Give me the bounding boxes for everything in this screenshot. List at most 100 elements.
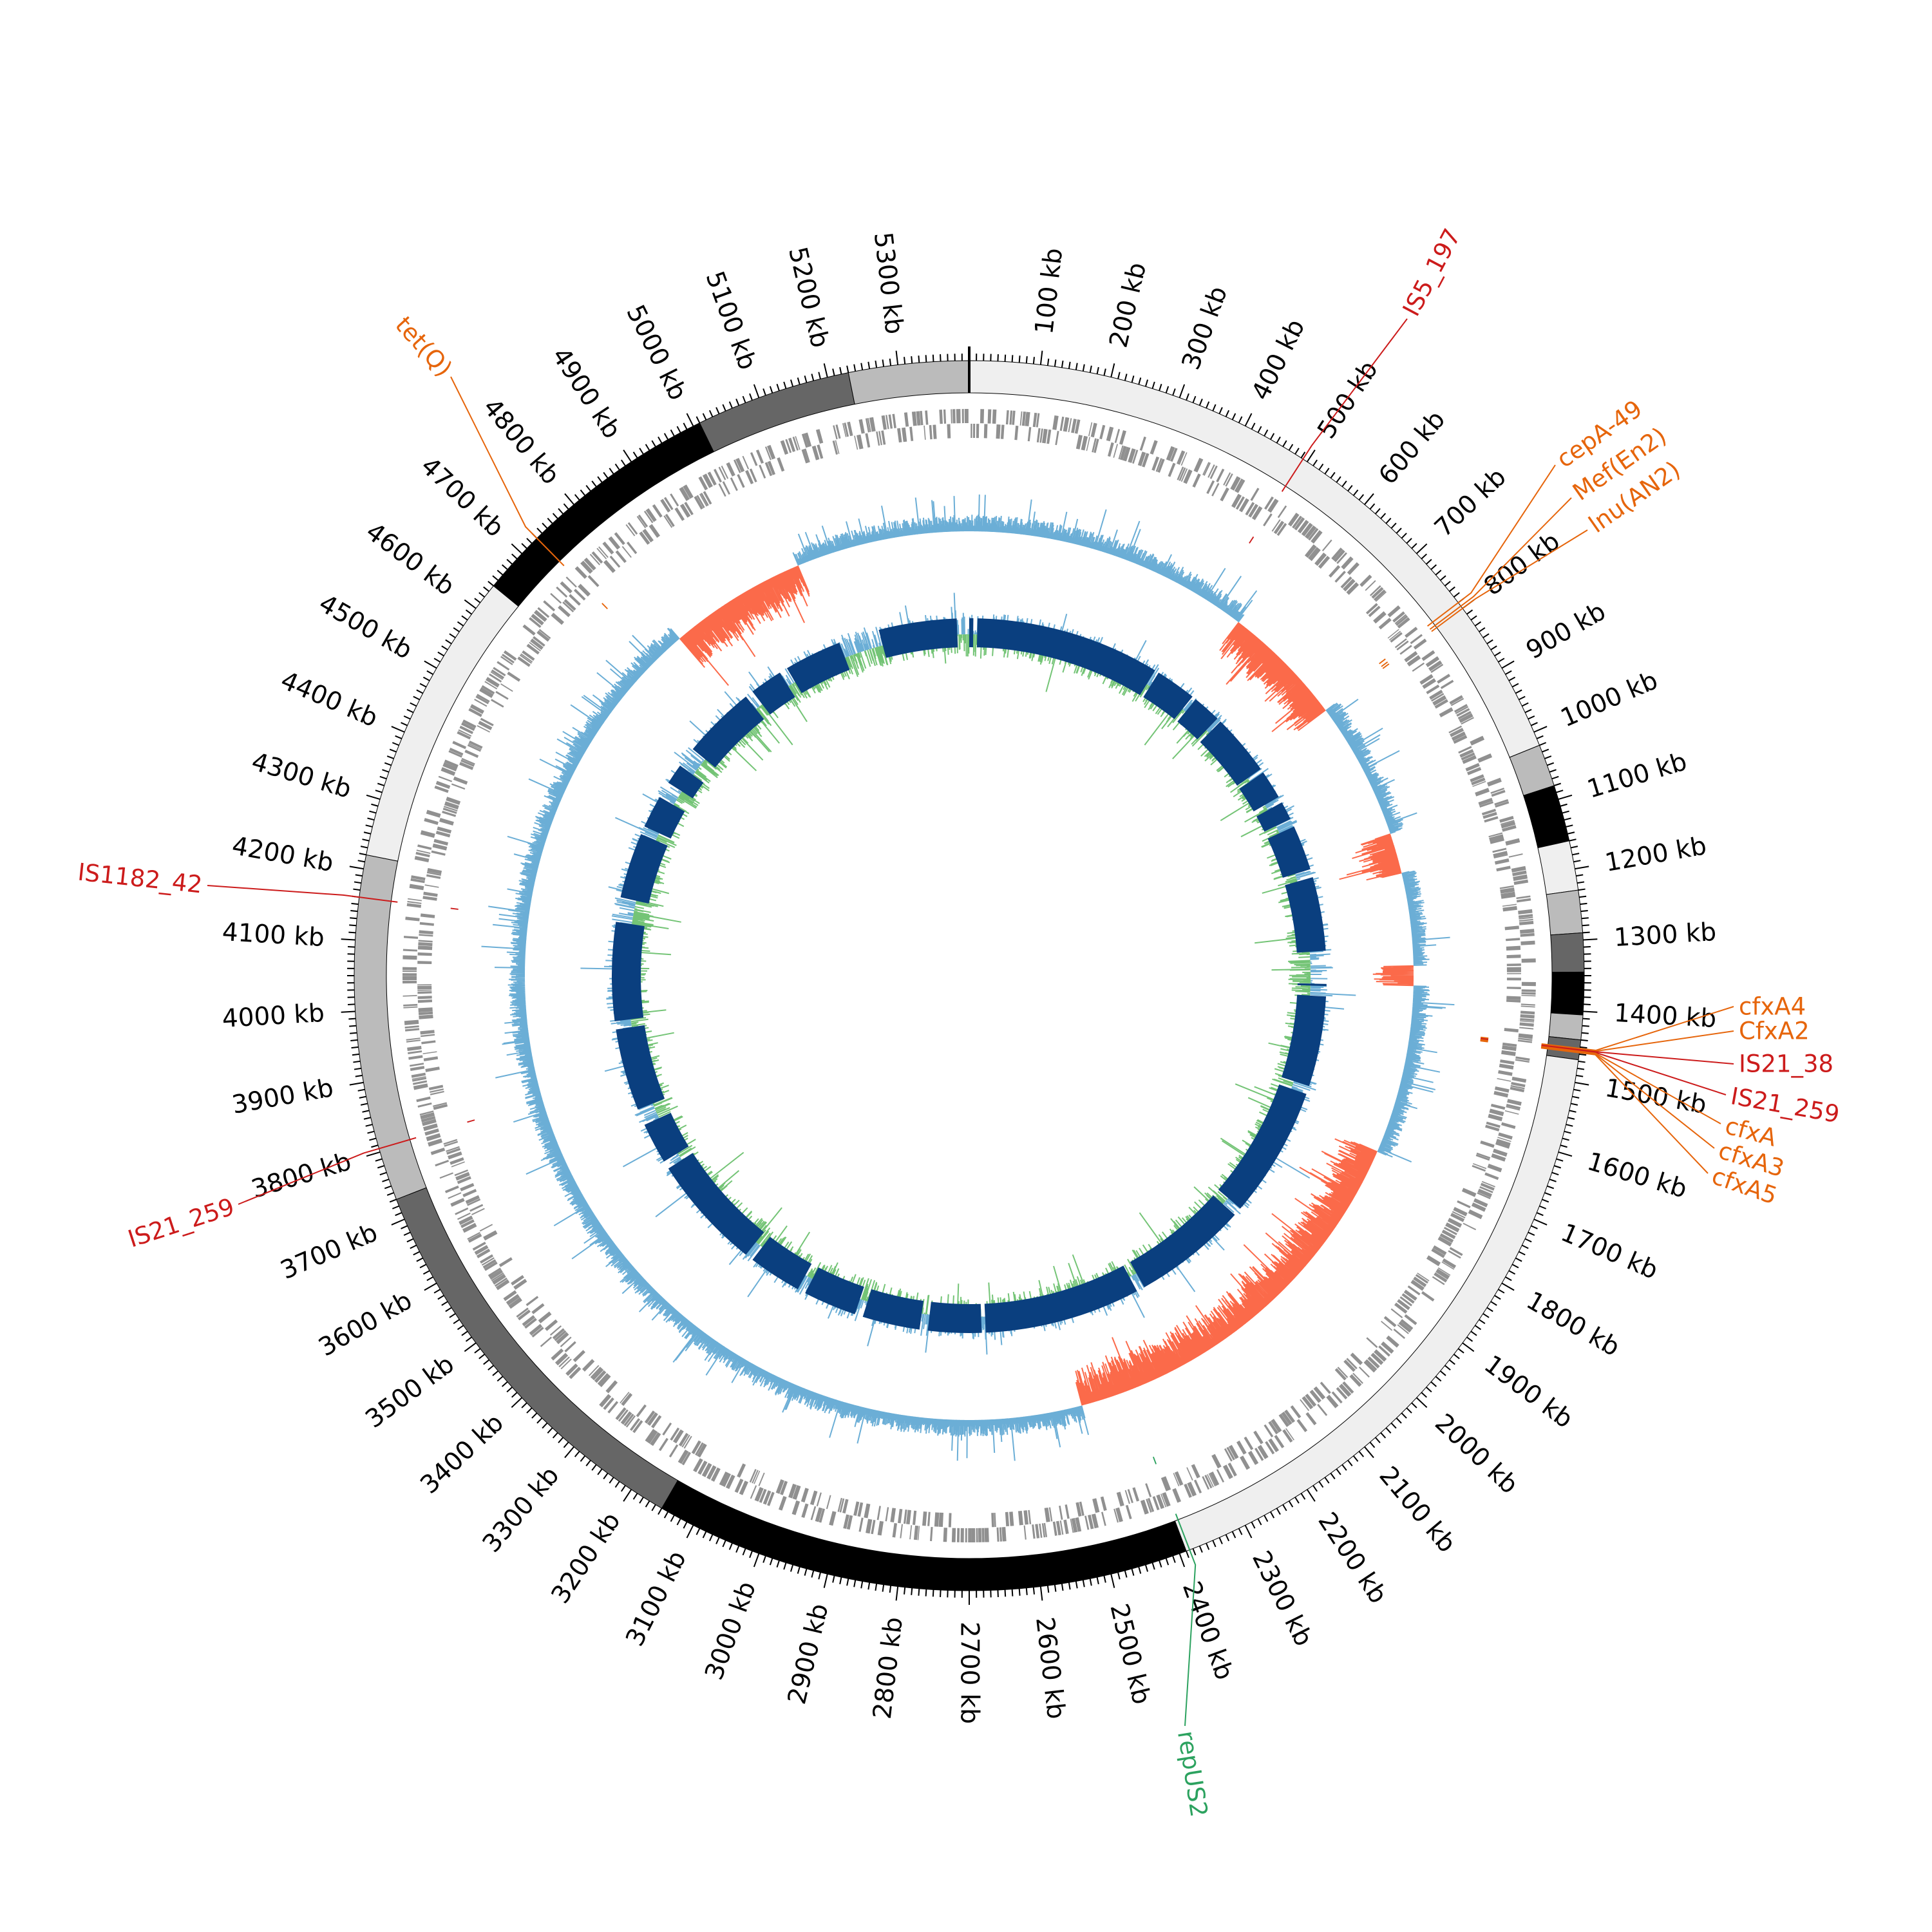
tick-label: 600 kb	[1373, 405, 1451, 490]
blast-hit-segment	[805, 1267, 864, 1314]
annotation-leader-line	[1541, 1045, 1727, 1095]
tick-label: 5300 kb	[868, 231, 909, 336]
annotation-label-resistance-gene: CfxA2	[1739, 1018, 1810, 1045]
annotation-mark	[467, 1119, 475, 1123]
contig-segment-5	[1546, 889, 1584, 936]
tick-label: 4500 kb	[314, 589, 417, 665]
contig-segment-4	[1537, 840, 1579, 895]
tick-label: 2700 kb	[955, 1622, 984, 1724]
annotation-leader-line	[1541, 1045, 1734, 1065]
blast-hit-segment	[862, 1289, 924, 1330]
blast-hit-segment	[1282, 994, 1327, 1086]
tick-label: 2400 kb	[1177, 1578, 1239, 1684]
annotation-label-resistance-gene: cfxA4	[1739, 993, 1806, 1021]
tick-label: 4300 kb	[248, 747, 354, 804]
blast-hit-segment	[752, 672, 795, 715]
annotation-label-replicon: repUS2	[1172, 1729, 1213, 1819]
annotation-label-mobile-element: IS21_38	[1739, 1050, 1833, 1078]
tick-label: 4100 kb	[222, 918, 325, 952]
tick-label: 4000 kb	[222, 999, 325, 1034]
tick-label: 4800 kb	[477, 393, 565, 490]
tick-label: 2300 kb	[1246, 1546, 1318, 1651]
tick-label: 1500 kb	[1603, 1074, 1709, 1120]
annotation-leader-line	[1540, 1046, 1715, 1149]
annotation-leader-line	[450, 376, 565, 567]
blast-hit-segment	[752, 1236, 812, 1289]
blast-hit-segment	[616, 1025, 665, 1110]
annotation-mark	[1480, 1040, 1488, 1043]
tick-label: 800 kb	[1479, 527, 1566, 601]
gc-skew-negative	[679, 565, 1414, 1406]
tick-label: 1200 kb	[1603, 831, 1709, 878]
blast-hit-segment	[1267, 826, 1311, 878]
annotation-leader-line	[1541, 1030, 1734, 1052]
annotation-leader-line	[238, 1137, 417, 1205]
blast-hit-ring	[612, 618, 1327, 1333]
annotation-leader-line	[1540, 1047, 1709, 1174]
contig-segment-17	[848, 360, 970, 405]
tick-label: 4600 kb	[361, 517, 460, 601]
tick-label: 700 kb	[1429, 462, 1511, 543]
tick-label: 2100 kb	[1373, 1461, 1461, 1558]
tick-label: 1100 kb	[1584, 747, 1690, 804]
contig-ring	[354, 360, 1585, 1591]
tick-label: 2000 kb	[1429, 1408, 1524, 1500]
blast-hit-segment	[1130, 1195, 1235, 1287]
blast-hit-segment	[1218, 1084, 1307, 1209]
contig-segment-11	[661, 1480, 1187, 1591]
tick-label: 5100 kb	[699, 267, 762, 374]
contig-segment-7	[1550, 971, 1585, 1016]
blast-hit-segment	[668, 1153, 764, 1255]
tick-label: 1000 kb	[1557, 666, 1662, 733]
tick-label: 1300 kb	[1613, 918, 1717, 952]
gc-skew-positive	[481, 494, 1455, 1461]
tick-label: 2900 kb	[782, 1601, 834, 1707]
cds-track	[402, 409, 1536, 1543]
annotation-leader-line	[207, 885, 398, 903]
tick-label: 200 kb	[1104, 260, 1152, 350]
tick-label: 2200 kb	[1312, 1508, 1392, 1609]
tick-label: 3100 kb	[620, 1546, 692, 1651]
blast-hit-segment	[1143, 672, 1193, 719]
annotation-leader-line	[1541, 1046, 1721, 1124]
contig-segment-3	[1523, 785, 1570, 849]
blast-hit-segment	[644, 797, 685, 839]
blast-hit-segment	[786, 643, 850, 694]
blast-hit-segment	[1285, 877, 1326, 953]
tick-label: 100 kb	[1030, 247, 1068, 336]
tick-label: 4400 kb	[276, 666, 382, 733]
tick-label: 900 kb	[1521, 597, 1611, 665]
annotation-leader-line	[1429, 497, 1572, 630]
tick-label: 3900 kb	[230, 1074, 336, 1120]
annotation-leader-line	[1281, 318, 1408, 492]
blast-hit-segment	[644, 1112, 689, 1162]
blast-hit-segment	[1177, 699, 1218, 740]
annotation-label-mobile-element: IS5_197	[1397, 224, 1466, 321]
blast-hit-segment	[668, 765, 704, 799]
blast-hit-segment	[620, 834, 668, 904]
contig-segment-6	[1550, 932, 1585, 973]
cds-forward-strand	[402, 409, 1536, 1543]
tick-label: 1600 kb	[1584, 1147, 1690, 1204]
annotation-ticks-track	[450, 536, 1489, 1464]
tick-label: 3800 kb	[248, 1147, 354, 1204]
blast-hit-segment	[927, 1302, 982, 1333]
blast-hit-segment	[878, 618, 958, 658]
blast-hit-segment	[692, 696, 764, 768]
blast-hit-segment	[1256, 802, 1291, 832]
tick-label: 3400 kb	[415, 1408, 509, 1500]
annotation-label-mobile-element: IS21_259	[124, 1193, 238, 1253]
tick-label: 3200 kb	[546, 1508, 627, 1609]
tick-label: 2600 kb	[1030, 1616, 1070, 1721]
blast-hit-segment	[976, 618, 1155, 696]
annotation-leader-line	[1426, 464, 1556, 627]
tick-label: 3600 kb	[314, 1286, 417, 1362]
annotation-label-mobile-element: IS1182_42	[77, 858, 204, 898]
tick-label: 400 kb	[1246, 315, 1311, 405]
annotation-mark	[450, 907, 459, 910]
annotation-leader-line	[1541, 1006, 1734, 1052]
tick-label: 4900 kb	[546, 343, 627, 444]
tick-label: 1900 kb	[1479, 1350, 1578, 1434]
